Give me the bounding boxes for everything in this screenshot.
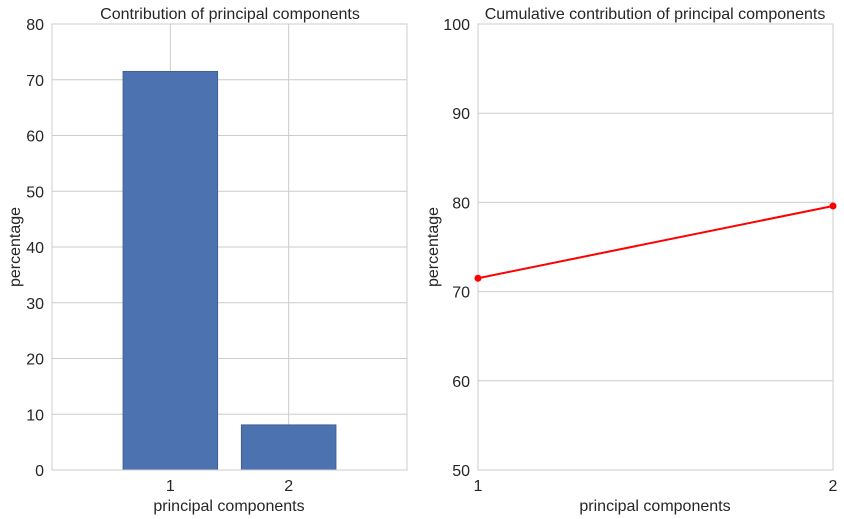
contribution-chart: Contribution of principal components 0 10… bbox=[7, 6, 408, 515]
chart2-frame bbox=[477, 23, 834, 471]
chart1-title: Contribution of principal components bbox=[100, 6, 360, 23]
chart1-frame bbox=[51, 23, 408, 471]
chart2-ytick-label: 50 bbox=[452, 463, 470, 480]
chart1-bar-1 bbox=[122, 70, 219, 471]
chart1-ytick-label: 40 bbox=[26, 240, 44, 257]
chart1-xtick-label: 1 bbox=[166, 478, 175, 495]
chart2-xlabel: principal components bbox=[579, 498, 730, 515]
chart1-ytick-label: 10 bbox=[26, 407, 44, 424]
chart2-ytick-label: 100 bbox=[443, 17, 470, 34]
chart1-ylabel: percentage bbox=[7, 207, 24, 287]
chart2-ytick-label: 60 bbox=[452, 374, 470, 391]
chart2-ytick-label: 70 bbox=[452, 285, 470, 302]
chart1-ytick-label: 0 bbox=[35, 463, 44, 480]
chart1-xtick-label: 2 bbox=[284, 478, 293, 495]
chart1-ytick-label: 20 bbox=[26, 352, 44, 369]
chart1-ytick-label: 60 bbox=[26, 129, 44, 146]
cumulative-chart: Cumulative contribution of principal com… bbox=[425, 6, 838, 515]
chart1-ytick-label: 70 bbox=[26, 73, 44, 90]
chart1-ytick-label: 80 bbox=[26, 17, 44, 34]
chart2-ylabel: percentage bbox=[425, 207, 442, 287]
chart2-xtick-label: 1 bbox=[474, 478, 483, 495]
chart2-point-2 bbox=[829, 202, 837, 210]
chart2-series-line bbox=[477, 204, 834, 280]
chart2-xtick-label: 2 bbox=[829, 478, 838, 495]
chart2-point-1 bbox=[474, 274, 482, 282]
chart2-ytick-label: 90 bbox=[452, 106, 470, 123]
chart2-ytick-label: 80 bbox=[452, 195, 470, 212]
chart1-bar-2 bbox=[240, 424, 337, 471]
chart1-ytick-label: 30 bbox=[26, 296, 44, 313]
chart2-title: Cumulative contribution of principal com… bbox=[485, 6, 826, 23]
chart1-ytick-label: 50 bbox=[26, 184, 44, 201]
chart1-xlabel: principal components bbox=[153, 498, 304, 515]
